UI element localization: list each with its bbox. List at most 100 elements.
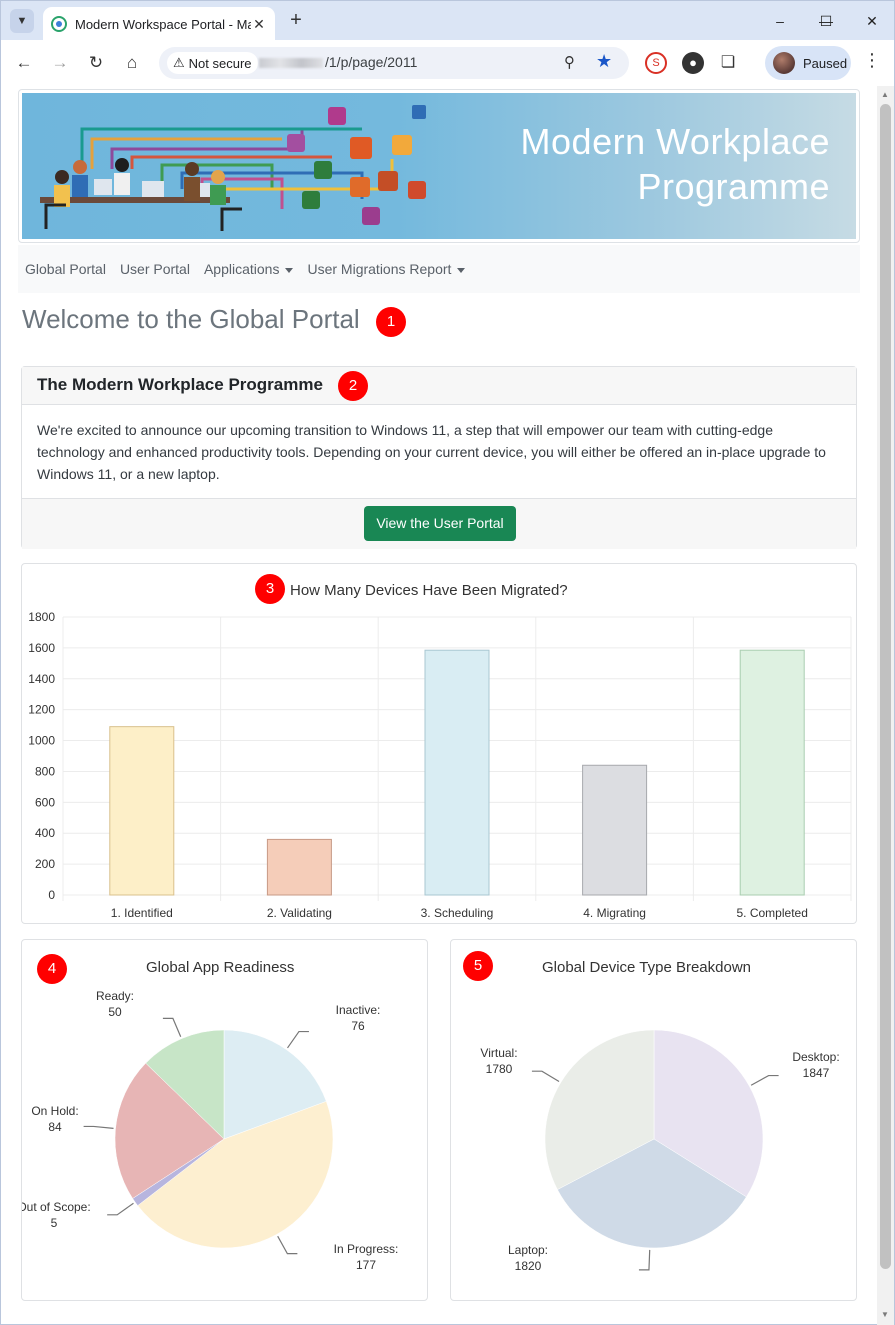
pie-value: 1847 [803, 1066, 830, 1080]
app-readiness-pie: Inactive: 76 In Progress: 177 Out of Scope: 5… [22, 989, 399, 1272]
pie-value: 177 [356, 1258, 376, 1272]
close-tab-icon[interactable]: ✕ [253, 15, 265, 32]
pie-value: 84 [48, 1120, 62, 1134]
profile-button[interactable]: Paused [765, 46, 851, 80]
marker-badge-5: 5 [463, 951, 493, 981]
page-title-text: Welcome to the Global Portal [22, 304, 360, 334]
home-button[interactable]: ⌂ [126, 53, 138, 72]
pie-label: On Hold: [31, 1104, 78, 1118]
tab-search-button[interactable]: ▼ [10, 9, 34, 33]
migration-bar-chart-card: 3 How Many Devices Have Been Migrated? 0… [21, 563, 857, 924]
security-indicator[interactable]: ⚠ Not secure [167, 52, 258, 74]
nav-user-portal[interactable]: User Portal [119, 261, 190, 277]
pie-label: Desktop: [792, 1050, 839, 1064]
pie-leader-line [83, 1125, 114, 1129]
page-scrollbar[interactable]: ▲ ▼ [877, 86, 894, 1325]
pie-label: In Progress: [334, 1242, 399, 1256]
maximize-button[interactable]: ☐ [819, 13, 833, 29]
banner-title: Modern Workplace Programme [521, 119, 830, 209]
zoom-icon[interactable]: ⚲ [564, 54, 575, 71]
url-path: /1/p/page/2011 [325, 54, 418, 70]
programme-card-body: We're excited to announce our upcoming t… [22, 405, 856, 499]
scroll-down-icon[interactable]: ▼ [881, 1310, 889, 1319]
x-tick-label: 4. Migrating [583, 906, 646, 920]
minimize-button[interactable]: — [819, 13, 833, 29]
bar [739, 649, 805, 896]
pie-leader-line [531, 1070, 560, 1083]
browser-tab-strip: ▼ Modern Workspace Portal - Ma ✕ + — – ☐… [0, 0, 895, 41]
y-tick-label: 1200 [28, 703, 55, 717]
back-button[interactable]: ← [15, 53, 33, 72]
scroll-up-icon[interactable]: ▲ [881, 90, 889, 99]
caret-down-icon [285, 267, 294, 273]
caret-down-icon [457, 267, 466, 273]
scrollbar-thumb[interactable] [880, 104, 891, 1269]
browser-menu-icon[interactable]: ⋮ [863, 50, 881, 70]
banner-illustration [40, 105, 426, 231]
pie-label: Out of Scope: [22, 1200, 91, 1214]
extensions-puzzle-icon[interactable]: ❏ [720, 54, 736, 71]
banner-title-line1: Modern Workplace [520, 121, 830, 162]
address-bar[interactable]: ⚠ Not secure /1/p/page/2011 ⚲ ★ [159, 47, 629, 79]
app-readiness-title: Global App Readiness [146, 959, 295, 976]
pie-value: 1820 [515, 1259, 542, 1273]
tab-title: Modern Workspace Portal - Ma [75, 16, 251, 32]
bookmark-star-icon[interactable]: ★ [596, 51, 613, 71]
y-tick-label: 600 [35, 795, 55, 809]
device-type-title: Global Device Type Breakdown [542, 959, 752, 976]
device-type-card: 5 Global Device Type Breakdown Desktop: 1… [450, 939, 857, 1301]
avatar [773, 52, 795, 74]
nav-applications-dropdown[interactable]: Applications [204, 261, 294, 277]
forward-button[interactable]: → [51, 53, 69, 72]
nav-user-migrations-dropdown[interactable]: User Migrations Report [307, 261, 466, 277]
pie-slice [145, 1029, 225, 1140]
programme-card-header: The Modern Workplace Programme 2 [22, 367, 856, 405]
new-tab-button[interactable]: + [290, 9, 302, 31]
browser-tab[interactable]: Modern Workspace Portal - Ma ✕ [43, 7, 275, 41]
device-type-pie: Desktop: 1847 Laptop: 1820 Virtual: 1780 [480, 1029, 840, 1273]
y-tick-label: 200 [35, 857, 55, 871]
pie-slice [557, 1138, 747, 1249]
pie-slice [137, 1101, 334, 1249]
x-tick-label: 1. Identified [111, 906, 173, 920]
pie-leader-line [638, 1249, 651, 1271]
programme-card-footer: View the User Portal [22, 499, 856, 549]
top-nav: Global Portal User Portal Applications U… [18, 245, 860, 293]
page-title: Welcome to the Global Portal 1 [22, 304, 406, 337]
x-tick-label: 5. Completed [737, 906, 808, 920]
app-readiness-card: 4 Global App Readiness Inactive: 76 In Pro… [21, 939, 428, 1301]
bar-chart: 0 200 400 600 800 1000 1200 1400 1600 1800 1. Iden… [28, 610, 852, 920]
y-tick-label: 1800 [28, 610, 55, 624]
y-tick-label: 1000 [28, 734, 55, 748]
pie-leader-line [287, 1030, 309, 1049]
close-window-button[interactable]: ✕ [866, 13, 878, 29]
cookie-extension-icon[interactable]: ● [682, 52, 704, 74]
minimize-icon[interactable]: – [776, 13, 784, 29]
pie-label: Virtual: [480, 1046, 517, 1060]
view-user-portal-button[interactable]: View the User Portal [364, 506, 516, 541]
redacted-host [259, 58, 323, 69]
marker-badge-1: 1 [376, 307, 406, 337]
marker-badge-2: 2 [338, 371, 368, 401]
reload-button[interactable]: ↻ [88, 53, 104, 72]
url-text[interactable]: /1/p/page/2011 [259, 54, 417, 70]
programme-card-title: The Modern Workplace Programme [37, 375, 323, 394]
site-favicon-icon [51, 16, 67, 32]
security-label: Not secure [188, 55, 252, 71]
marker-badge-3: 3 [255, 574, 285, 604]
nav-user-migrations-label: User Migrations Report [307, 261, 452, 277]
browser-toolbar: ← → ↻ ⌂ ⚠ Not secure /1/p/page/2011 ⚲ ★ … [0, 40, 895, 86]
y-tick-label: 1400 [28, 672, 55, 686]
bar [582, 764, 648, 896]
warning-icon: ⚠ [173, 55, 185, 70]
shield-extension-icon[interactable]: S [645, 52, 667, 74]
pie-value: 5 [51, 1216, 58, 1230]
pie-leader-line [107, 1202, 134, 1216]
nav-global-portal[interactable]: Global Portal [25, 261, 106, 277]
bar-chart-title: How Many Devices Have Been Migrated? [290, 582, 568, 599]
y-tick-label: 0 [48, 888, 55, 902]
y-tick-label: 400 [35, 826, 55, 840]
pie-value: 1780 [486, 1062, 513, 1076]
y-tick-label: 1600 [28, 641, 55, 655]
bar [266, 838, 332, 896]
